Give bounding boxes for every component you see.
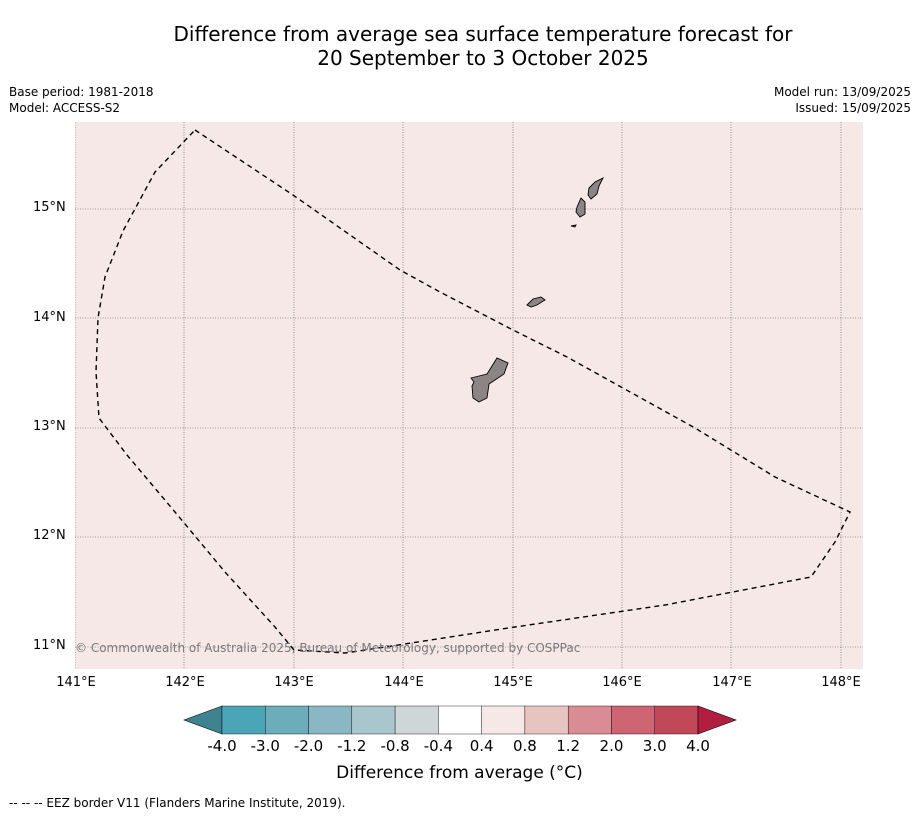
colorbar-tick-label: 2.0 [599, 737, 624, 755]
colorbar-segment [567, 705, 612, 735]
colorbar-tick-label: 3.0 [642, 737, 667, 755]
colorbar-segment [438, 705, 482, 735]
colorbar-tick-label: 4.0 [686, 737, 710, 755]
graticule [75, 122, 863, 669]
colorbar-segments [183, 705, 737, 735]
issued-date: Issued: 15/09/2025 [795, 101, 911, 115]
map-svg [75, 122, 863, 669]
title-line-2: 20 September to 3 October 2025 [317, 46, 649, 70]
colorbar-segment [481, 705, 526, 735]
lat-label-12: 12°N [33, 528, 66, 543]
map-panel: © Commonwealth of Australia 2025, Bureau… [75, 122, 863, 669]
colorbar-segment [654, 705, 699, 735]
model-name: Model: ACCESS-S2 [9, 101, 121, 115]
meta-left: Base period: 1981-2018 Model: ACCESS-S2 [9, 84, 154, 116]
copyright-notice: © Commonwealth of Australia 2025, Bureau… [75, 641, 581, 655]
colorbar-tick-label: -1.2 [337, 737, 367, 755]
model-run: Model run: 13/09/2025 [773, 85, 911, 99]
lon-label-144: 144°E [384, 675, 424, 690]
colorbar-tick-label: -4.0 [207, 737, 237, 755]
rota-island [526, 296, 546, 308]
colorbar-segment [524, 705, 569, 735]
colorbar-segment [351, 705, 396, 735]
title-line-1: Difference from average sea surface temp… [173, 22, 793, 46]
colorbar-tick-label: -3.0 [250, 737, 280, 755]
base-period: Base period: 1981-2018 [9, 85, 154, 99]
eez-border [95, 129, 851, 654]
colorbar-extend-high [697, 705, 737, 735]
lon-label-145: 145°E [493, 675, 533, 690]
lat-label-13: 13°N [33, 419, 66, 434]
lon-label-142: 142°E [165, 675, 205, 690]
colorbar-segment [308, 705, 353, 735]
eez-legend-note: -- -- -- EEZ border V11 (Flanders Marine… [9, 796, 346, 810]
saipan-island [587, 176, 605, 200]
colorbar-tick-label: -0.4 [423, 737, 453, 755]
colorbar-tick-label: -0.8 [380, 737, 410, 755]
colorbar-segment [394, 705, 439, 735]
colorbar-segment [265, 705, 309, 735]
colorbar-tick-label: 1.2 [556, 737, 581, 755]
lat-label-15: 15°N [33, 200, 66, 215]
colorbar-segment [611, 705, 655, 735]
page-title: Difference from average sea surface temp… [0, 22, 919, 70]
lat-label-11: 11°N [33, 638, 66, 653]
aguijan-islet [570, 224, 577, 228]
lon-label-141: 141°E [56, 675, 96, 690]
lat-label-14: 14°N [33, 310, 66, 325]
lon-label-147: 147°E [712, 675, 752, 690]
colorbar-extend-low [183, 705, 223, 735]
lon-label-148: 148°E [821, 675, 861, 690]
tinian-island [575, 197, 586, 218]
lon-label-143: 143°E [274, 675, 314, 690]
guam-island [470, 357, 509, 403]
colorbar-label: Difference from average (°C) [336, 763, 583, 783]
colorbar-segment [221, 705, 266, 735]
colorbar-tick-label: 0.8 [512, 737, 537, 755]
colorbar-tick-label: -2.0 [293, 737, 324, 755]
lon-label-146: 146°E [602, 675, 642, 690]
colorbar-tick-label: 0.4 [469, 737, 494, 755]
meta-right: Model run: 13/09/2025 Issued: 15/09/2025 [774, 84, 911, 116]
land [470, 176, 605, 403]
